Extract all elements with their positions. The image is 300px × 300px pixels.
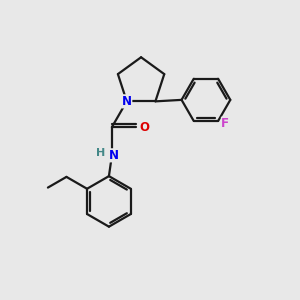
Text: F: F — [221, 117, 229, 130]
Text: N: N — [122, 95, 132, 108]
Text: O: O — [139, 121, 149, 134]
Text: N: N — [108, 149, 118, 162]
Text: H: H — [96, 148, 105, 158]
